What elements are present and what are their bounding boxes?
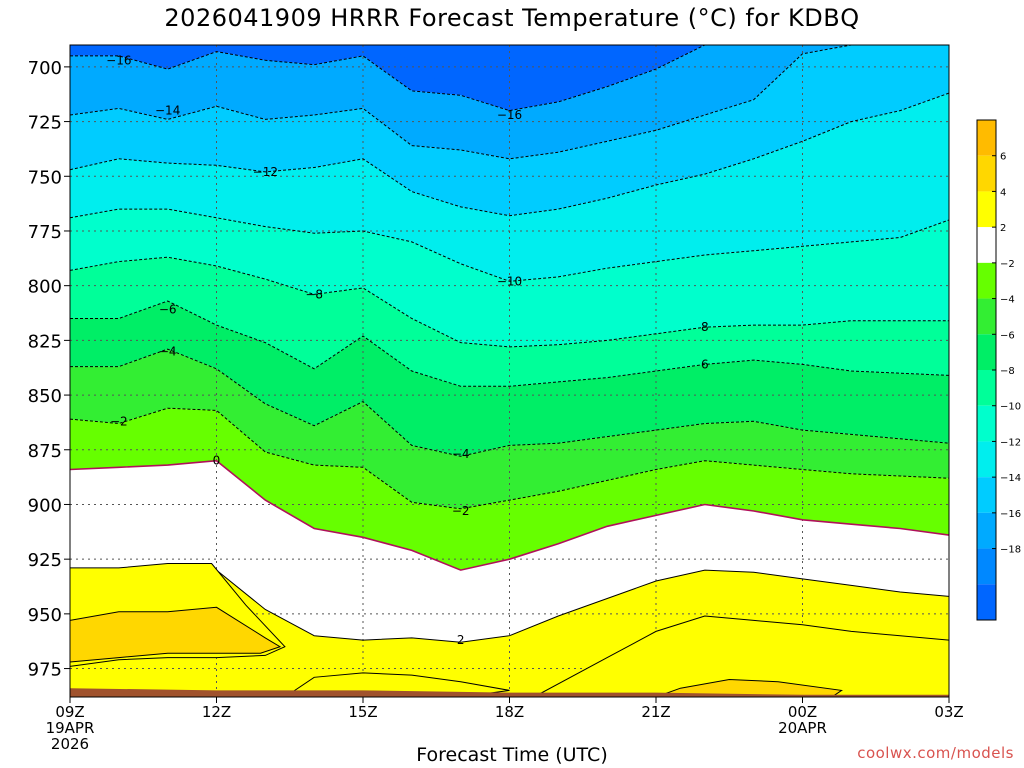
band-core-minus-18 bbox=[387, 45, 573, 85]
warm-lobe-4 bbox=[655, 678, 843, 697]
contour-label-13: −2 bbox=[452, 504, 470, 518]
colorbar-swatch-0 bbox=[977, 120, 996, 156]
isotherm--14 bbox=[70, 45, 949, 160]
x-tick-label-21-0: 21Z bbox=[641, 703, 670, 721]
x-tick-label-12-0: 12Z bbox=[202, 703, 231, 721]
colorbar-swatch-13 bbox=[977, 584, 996, 620]
y-tick-label-725: 725 bbox=[28, 113, 62, 134]
chart-title: 2026041909 HRRR Forecast Temperature (°C… bbox=[164, 4, 860, 32]
colorbar-label-9: −14 bbox=[1000, 473, 1021, 484]
band-0-to-2 bbox=[70, 460, 949, 643]
band--4-to--2 bbox=[70, 349, 949, 509]
ground-layer bbox=[70, 688, 949, 697]
colorbar-label-6: −8 bbox=[1000, 366, 1015, 377]
y-tick-label-875: 875 bbox=[28, 441, 62, 462]
x-tick-label-18-0: 18Z bbox=[495, 703, 524, 721]
isotherm--4 bbox=[70, 348, 949, 457]
contour-label-14: 2 bbox=[457, 633, 465, 647]
contour-label-1: −14 bbox=[155, 104, 180, 118]
y-tick-label-775: 775 bbox=[28, 222, 62, 243]
contour-label-0: −16 bbox=[106, 53, 131, 67]
contour-label-2: −12 bbox=[253, 165, 278, 179]
colorbar-label-2: 2 bbox=[1000, 223, 1006, 234]
colorbar-label-0: 6 bbox=[1000, 152, 1006, 163]
colorbar-label-5: −6 bbox=[1000, 330, 1015, 341]
colorbar-label-7: −10 bbox=[1000, 402, 1021, 413]
colorbar-swatch-12 bbox=[977, 548, 996, 585]
x-tick-label-24-1: 20APR bbox=[778, 719, 827, 737]
x-tick-label-27-0: 03Z bbox=[934, 703, 963, 721]
x-tick-label-15-0: 15Z bbox=[348, 703, 377, 721]
colorbar-label-11: −18 bbox=[1000, 545, 1021, 556]
isotherm--10 bbox=[70, 208, 949, 282]
y-tick-label-925: 925 bbox=[28, 550, 62, 571]
contour-label-11: 6 bbox=[701, 357, 709, 371]
contour-label-3: −10 bbox=[497, 274, 522, 288]
contour-label-9: −16 bbox=[497, 108, 522, 122]
y-tick-label-700: 700 bbox=[28, 58, 62, 79]
band--10-to--8 bbox=[70, 209, 949, 347]
y-tick-label-900: 900 bbox=[28, 495, 62, 516]
band--6-to--4 bbox=[70, 301, 949, 457]
colorbar-label-4: −4 bbox=[1000, 295, 1015, 306]
temperature-fills bbox=[70, 45, 949, 697]
isotherm--6 bbox=[70, 300, 949, 387]
colorbar-swatch-8 bbox=[977, 405, 996, 442]
x-axis-title: Forecast Time (UTC) bbox=[416, 744, 608, 766]
isotherm--12 bbox=[70, 92, 949, 217]
colorbar-label-1: 4 bbox=[1000, 187, 1006, 198]
colorbar-swatch-10 bbox=[977, 477, 996, 513]
colorbar-swatch-7 bbox=[977, 370, 996, 406]
warm-lobes bbox=[70, 563, 949, 697]
contour-labels: −16 −14 −12 −10 −8 −6 −4 −2 0 −16 8 6 −4 −2 2 bbox=[106, 53, 708, 647]
colorbar-swatch-2 bbox=[977, 191, 996, 228]
x-tick-label-9-0: 09Z bbox=[55, 703, 84, 721]
warm-lobe-1 bbox=[70, 606, 282, 663]
ground-fill bbox=[70, 688, 949, 697]
colorbar-label-10: −16 bbox=[1000, 509, 1021, 520]
contour-label-7: −2 bbox=[110, 414, 128, 428]
isotherm-0 bbox=[70, 459, 949, 571]
grid-lines bbox=[70, 45, 949, 697]
contour-label-12: −4 bbox=[452, 447, 470, 461]
colorbar-swatch-4 bbox=[977, 262, 996, 299]
warm-lobe-3 bbox=[533, 615, 949, 697]
band--8-to--6 bbox=[70, 257, 949, 387]
y-tick-label-800: 800 bbox=[28, 277, 62, 298]
colorbar-swatch-9 bbox=[977, 441, 996, 478]
colorbar-swatch-3 bbox=[977, 227, 996, 263]
y-tick-label-750: 750 bbox=[28, 167, 62, 188]
contour-label-4: −8 bbox=[305, 287, 323, 301]
band--12-to--10 bbox=[70, 93, 949, 282]
contour-label-10: 8 bbox=[701, 320, 709, 334]
y-tick-label-950: 950 bbox=[28, 605, 62, 626]
colorbar-label-3: −2 bbox=[1000, 259, 1015, 270]
y-tick-label-850: 850 bbox=[28, 386, 62, 407]
band--16-to--14 bbox=[70, 45, 949, 159]
x-tick-label-24-0: 00Z bbox=[788, 703, 817, 721]
credit-text: coolwx.com/models bbox=[857, 744, 1014, 762]
colorbar-swatch-6 bbox=[977, 334, 996, 370]
colorbar-swatch-1 bbox=[977, 155, 996, 192]
contour-label-5: −6 bbox=[159, 303, 177, 317]
x-tick-label-9-1: 19APR bbox=[46, 719, 95, 737]
y-tick-label-975: 975 bbox=[28, 660, 62, 681]
x-tick-label-9-2: 2026 bbox=[51, 735, 89, 753]
y-tick-label-825: 825 bbox=[28, 331, 62, 352]
colorbar-swatch-11 bbox=[977, 512, 996, 549]
isotherm--2 bbox=[70, 407, 949, 510]
y-axis: 700 725 750 775 800 825 850 875 900 925 950 975 bbox=[28, 58, 70, 681]
isotherm--16 bbox=[70, 45, 949, 112]
band--14-to--12 bbox=[70, 45, 949, 216]
isotherm--8 bbox=[70, 256, 949, 348]
contour-label-6: −4 bbox=[159, 344, 177, 358]
colorbar-label-8: −12 bbox=[1000, 437, 1021, 448]
colorbar-swatch-5 bbox=[977, 298, 996, 335]
colorbar: 6 4 2 −2 −4 −6 −8 −10 −12 −14 −16 −18 bbox=[976, 119, 1021, 621]
contour-label-8: 0 bbox=[213, 454, 221, 468]
